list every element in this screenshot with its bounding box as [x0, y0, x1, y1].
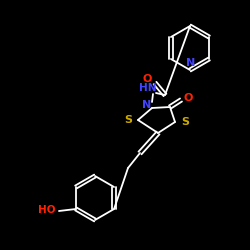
Text: N: N — [186, 58, 196, 68]
Text: O: O — [183, 93, 193, 103]
Text: N: N — [142, 100, 152, 110]
Text: S: S — [124, 115, 132, 125]
Text: O: O — [142, 74, 152, 84]
Text: S: S — [181, 117, 189, 127]
Text: HO: HO — [38, 205, 56, 215]
Text: HN: HN — [139, 83, 157, 93]
